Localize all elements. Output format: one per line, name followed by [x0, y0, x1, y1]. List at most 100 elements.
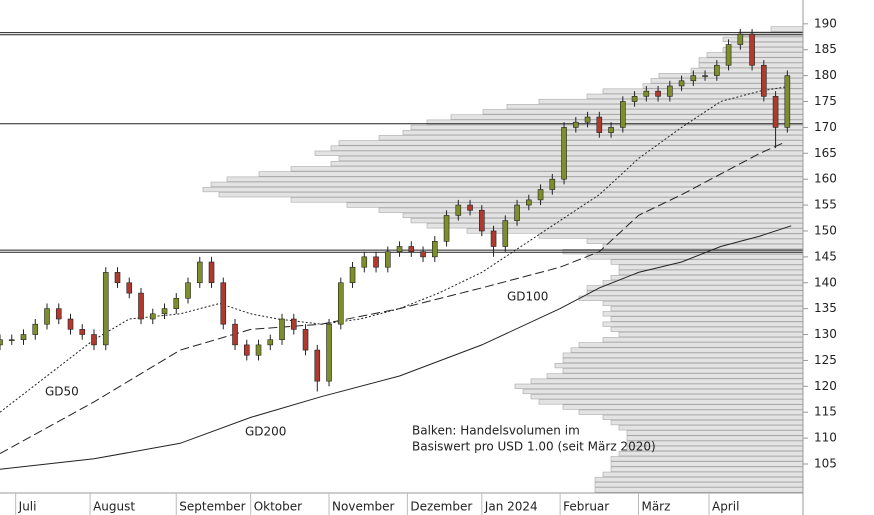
x-tick-label: April	[712, 500, 739, 514]
profile-bar	[538, 399, 804, 405]
candle-body	[573, 121, 579, 128]
y-tick-label: 150	[814, 223, 837, 237]
profile-bar	[338, 140, 804, 146]
profile-bar	[610, 316, 804, 322]
moving-average	[0, 225, 792, 470]
profile-bar	[602, 280, 804, 286]
candle-body	[549, 178, 556, 190]
profile-bar	[594, 487, 804, 493]
candle-body	[420, 251, 426, 258]
profile-bar	[578, 409, 804, 415]
candle-body	[631, 96, 638, 102]
profile-bar	[562, 357, 804, 364]
candle-body	[655, 90, 661, 97]
candle-body	[502, 220, 509, 247]
candle-body	[384, 251, 391, 268]
candle-body	[173, 297, 180, 309]
x-tick-label: August	[93, 500, 135, 514]
candle-body	[161, 308, 168, 315]
y-tick-label: 115	[814, 405, 837, 419]
profile-bar	[690, 67, 804, 74]
candle-body	[126, 282, 133, 294]
candle-body	[279, 318, 285, 341]
profile-bar	[378, 135, 804, 141]
candle-body	[326, 323, 332, 382]
profile-bar	[610, 326, 804, 332]
y-tick-label: 155	[814, 198, 837, 212]
profile-bar	[290, 166, 804, 172]
candle-body	[784, 75, 791, 128]
profile-bar	[330, 145, 804, 151]
profile-bar	[610, 274, 804, 281]
candle-body	[243, 344, 250, 356]
profile-bar	[530, 394, 804, 400]
x-tick-label: März	[641, 500, 670, 514]
profile-bar	[290, 197, 804, 203]
candle-body	[149, 313, 156, 320]
moving-average-label: GD100	[507, 290, 548, 304]
candle-body	[114, 272, 121, 284]
profile-bar	[594, 476, 804, 483]
profile-bar	[530, 378, 804, 384]
candle-body	[490, 230, 497, 247]
x-tick-label: Februar	[563, 500, 609, 514]
profile-bar	[642, 83, 804, 89]
y-tick-label: 145	[814, 249, 837, 263]
candle-body	[702, 75, 708, 77]
candle-body	[185, 282, 191, 299]
profile-note: Basiswert pro USD 1.00 (seit März 2020)	[412, 440, 656, 454]
profile-bar	[610, 306, 804, 312]
candle-body	[467, 204, 473, 211]
profile-bar	[610, 456, 804, 462]
candle-body	[772, 96, 779, 128]
candle-body	[584, 116, 591, 123]
candle-body	[337, 282, 344, 325]
y-tick-label: 105	[814, 457, 837, 471]
axes: 105 110 115 120 125 130 135 140 145 150 155 160 165 1…	[0, 0, 837, 515]
volume-profile	[202, 26, 804, 493]
candle-body	[138, 292, 144, 320]
candle-body	[220, 282, 227, 325]
candle-body	[8, 339, 15, 342]
profile-bar	[610, 461, 804, 467]
profile-bar	[554, 363, 804, 369]
profile-bar	[602, 243, 804, 250]
candle-body	[302, 329, 309, 351]
candle-body	[408, 246, 415, 252]
profile-bar	[466, 228, 804, 234]
profile-bar	[218, 192, 804, 198]
candle-body	[725, 44, 732, 66]
candle-body	[361, 256, 368, 268]
candle-body	[737, 33, 744, 45]
x-tick-label: Oktober	[254, 500, 302, 514]
profile-bar	[482, 109, 804, 115]
profile-bar	[450, 114, 804, 120]
profile-bar	[770, 26, 804, 32]
profile-bar	[314, 150, 804, 156]
profile-bar	[562, 404, 804, 410]
profile-bar	[602, 300, 804, 307]
candle-body	[0, 339, 3, 346]
profile-bar	[506, 104, 804, 110]
profile-bar	[610, 466, 804, 472]
profile-bar	[586, 238, 804, 244]
profile-bar	[330, 161, 804, 167]
x-tick-label: Jan 2024	[484, 500, 538, 514]
profile-bar	[202, 186, 804, 193]
candle-body	[232, 323, 238, 346]
profile-bar	[410, 218, 804, 224]
candles	[0, 29, 791, 392]
profile-note: Balken: Handelsvolumen im	[412, 424, 580, 438]
y-tick-label: 110	[814, 431, 837, 445]
y-tick-label: 170	[814, 120, 837, 134]
x-tick-label: Juli	[18, 500, 37, 514]
candle-body	[678, 80, 685, 87]
profile-bar	[410, 124, 804, 130]
profile-bar	[594, 482, 804, 488]
profile-bar	[610, 419, 804, 426]
candle-body	[32, 323, 39, 335]
y-tick-label: 190	[814, 16, 837, 30]
y-tick-label: 185	[814, 42, 837, 56]
profile-bar	[722, 47, 804, 53]
profile-bar	[618, 264, 804, 270]
